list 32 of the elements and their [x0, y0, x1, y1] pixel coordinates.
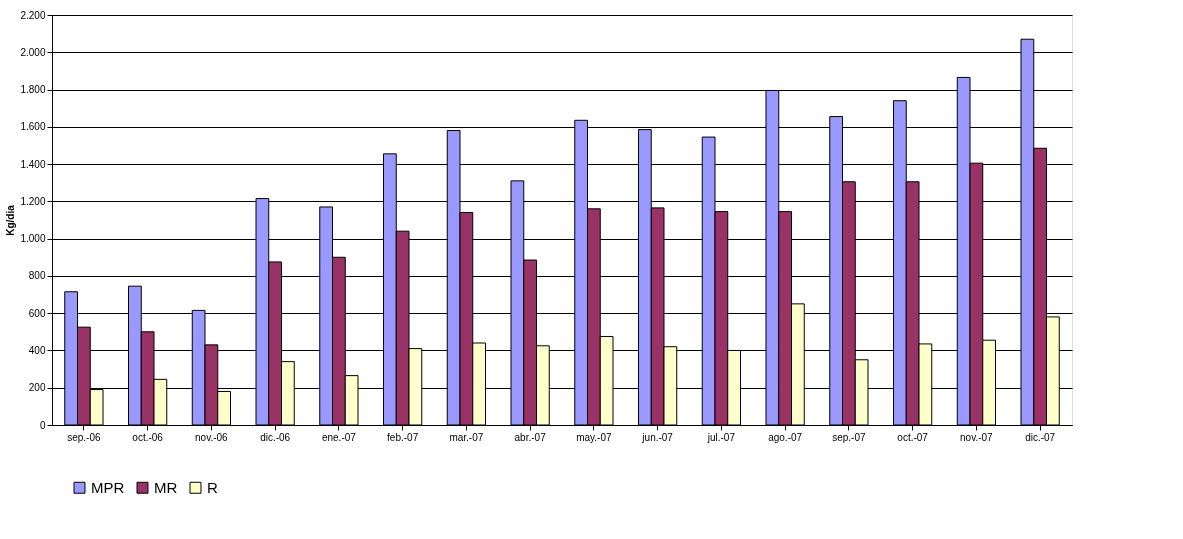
y-tick-label: 1.000 [20, 233, 46, 245]
y-tick-label: 2.200 [20, 9, 46, 21]
x-tick-label: dic.-07 [1025, 431, 1056, 443]
y-axis-title: Kg/dia [5, 204, 17, 236]
legend-label: MR [154, 478, 178, 496]
y-tick-label: 1.400 [20, 158, 46, 170]
y-tick-label: 600 [28, 307, 46, 319]
x-tick-label: sep.-07 [832, 431, 866, 443]
x-tick-label: jun.-07 [641, 431, 674, 443]
x-tick-label: oct.-06 [132, 431, 164, 443]
legend-label: MPR [91, 478, 125, 496]
x-tick-label: dic.-06 [260, 431, 291, 443]
x-tick-label: mar.-07 [449, 431, 484, 443]
x-tick-label: jul.-07 [706, 431, 736, 443]
y-tick-label: 1.200 [20, 195, 46, 207]
x-tick-label: feb.-07 [387, 431, 419, 443]
y-tick-label: 0 [39, 419, 46, 431]
y-tick-label: 200 [28, 382, 46, 394]
y-tick-label: 1.800 [20, 84, 46, 96]
x-tick-label: ago.-07 [768, 431, 803, 443]
x-tick-label: abr.-07 [514, 431, 547, 443]
y-tick-label: 2.000 [20, 46, 46, 58]
x-tick-label: nov.-06 [195, 431, 229, 443]
y-tick-label: 1.600 [20, 121, 46, 133]
x-tick-label: oct.-07 [897, 431, 929, 443]
x-tick-label: nov.-07 [960, 431, 994, 443]
x-tick-label: sep.-06 [67, 431, 101, 443]
legend-label: R [207, 478, 218, 496]
x-tick-label: ene.-07 [321, 431, 357, 443]
x-tick-label: may.-07 [576, 431, 612, 443]
y-tick-label: 400 [28, 344, 46, 356]
y-tick-label: 800 [28, 270, 46, 282]
